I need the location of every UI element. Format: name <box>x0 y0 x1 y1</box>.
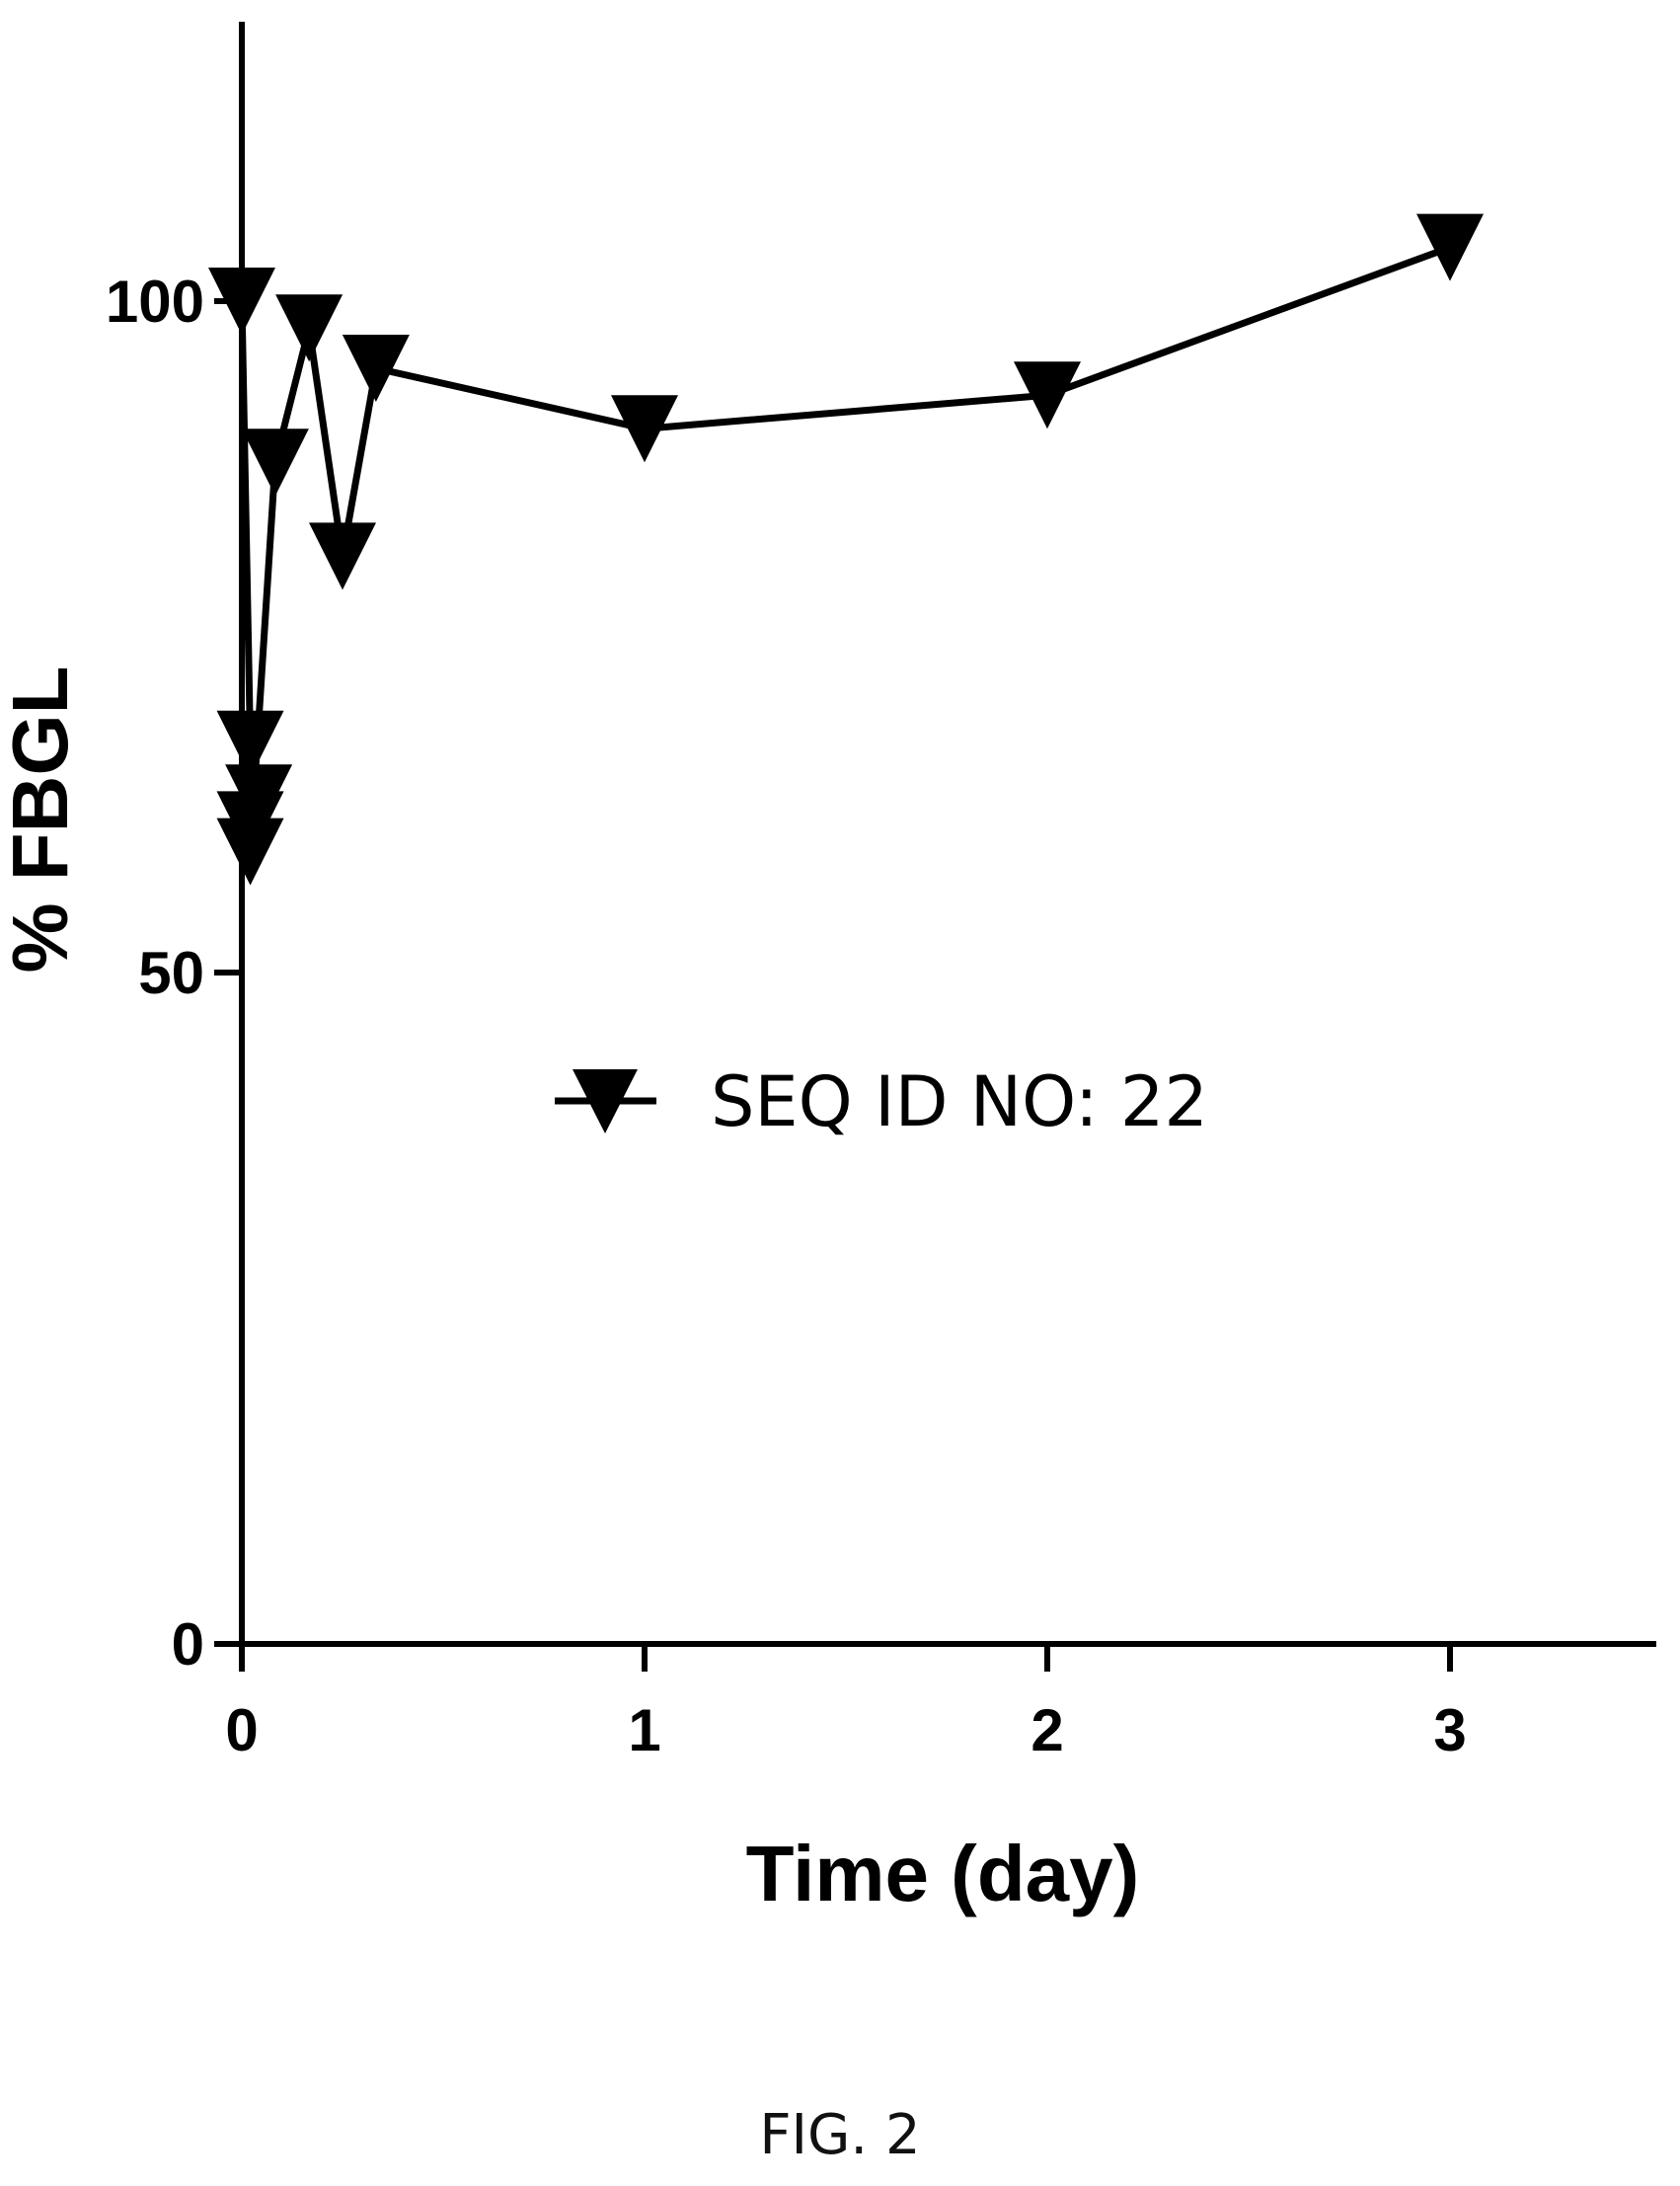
legend: SEQ ID NO: 22 <box>555 1061 1208 1142</box>
y-tick-label: 0 <box>172 1611 204 1678</box>
data-point <box>208 268 275 335</box>
data-point <box>1416 213 1484 281</box>
axes <box>214 22 1656 1672</box>
data-point <box>342 335 410 402</box>
legend-label: SEQ ID NO: 22 <box>711 1061 1208 1142</box>
series-group <box>208 213 1484 886</box>
series-line <box>238 244 1452 856</box>
ticks: 0 50 100 0 1 2 3 <box>106 269 1467 1763</box>
data-point <box>1014 361 1081 429</box>
data-point <box>309 522 376 590</box>
data-point <box>275 294 344 362</box>
x-axis-title: Time (day) <box>746 1830 1140 1917</box>
legend-marker <box>573 1069 638 1133</box>
y-tick-label: 100 <box>106 269 204 335</box>
data-point <box>216 818 284 886</box>
data-point <box>216 710 284 778</box>
x-tick-label: 0 <box>225 1697 258 1763</box>
y-tick-label: 50 <box>138 940 204 1006</box>
x-tick-label: 2 <box>1031 1697 1063 1763</box>
data-point <box>611 395 678 463</box>
y-axis-title: % FBGL <box>0 665 84 973</box>
data-point <box>241 429 309 497</box>
figure-caption: FIG. 2 <box>759 2103 921 2167</box>
x-tick-label: 3 <box>1433 1697 1466 1763</box>
x-tick-label: 1 <box>628 1697 660 1763</box>
